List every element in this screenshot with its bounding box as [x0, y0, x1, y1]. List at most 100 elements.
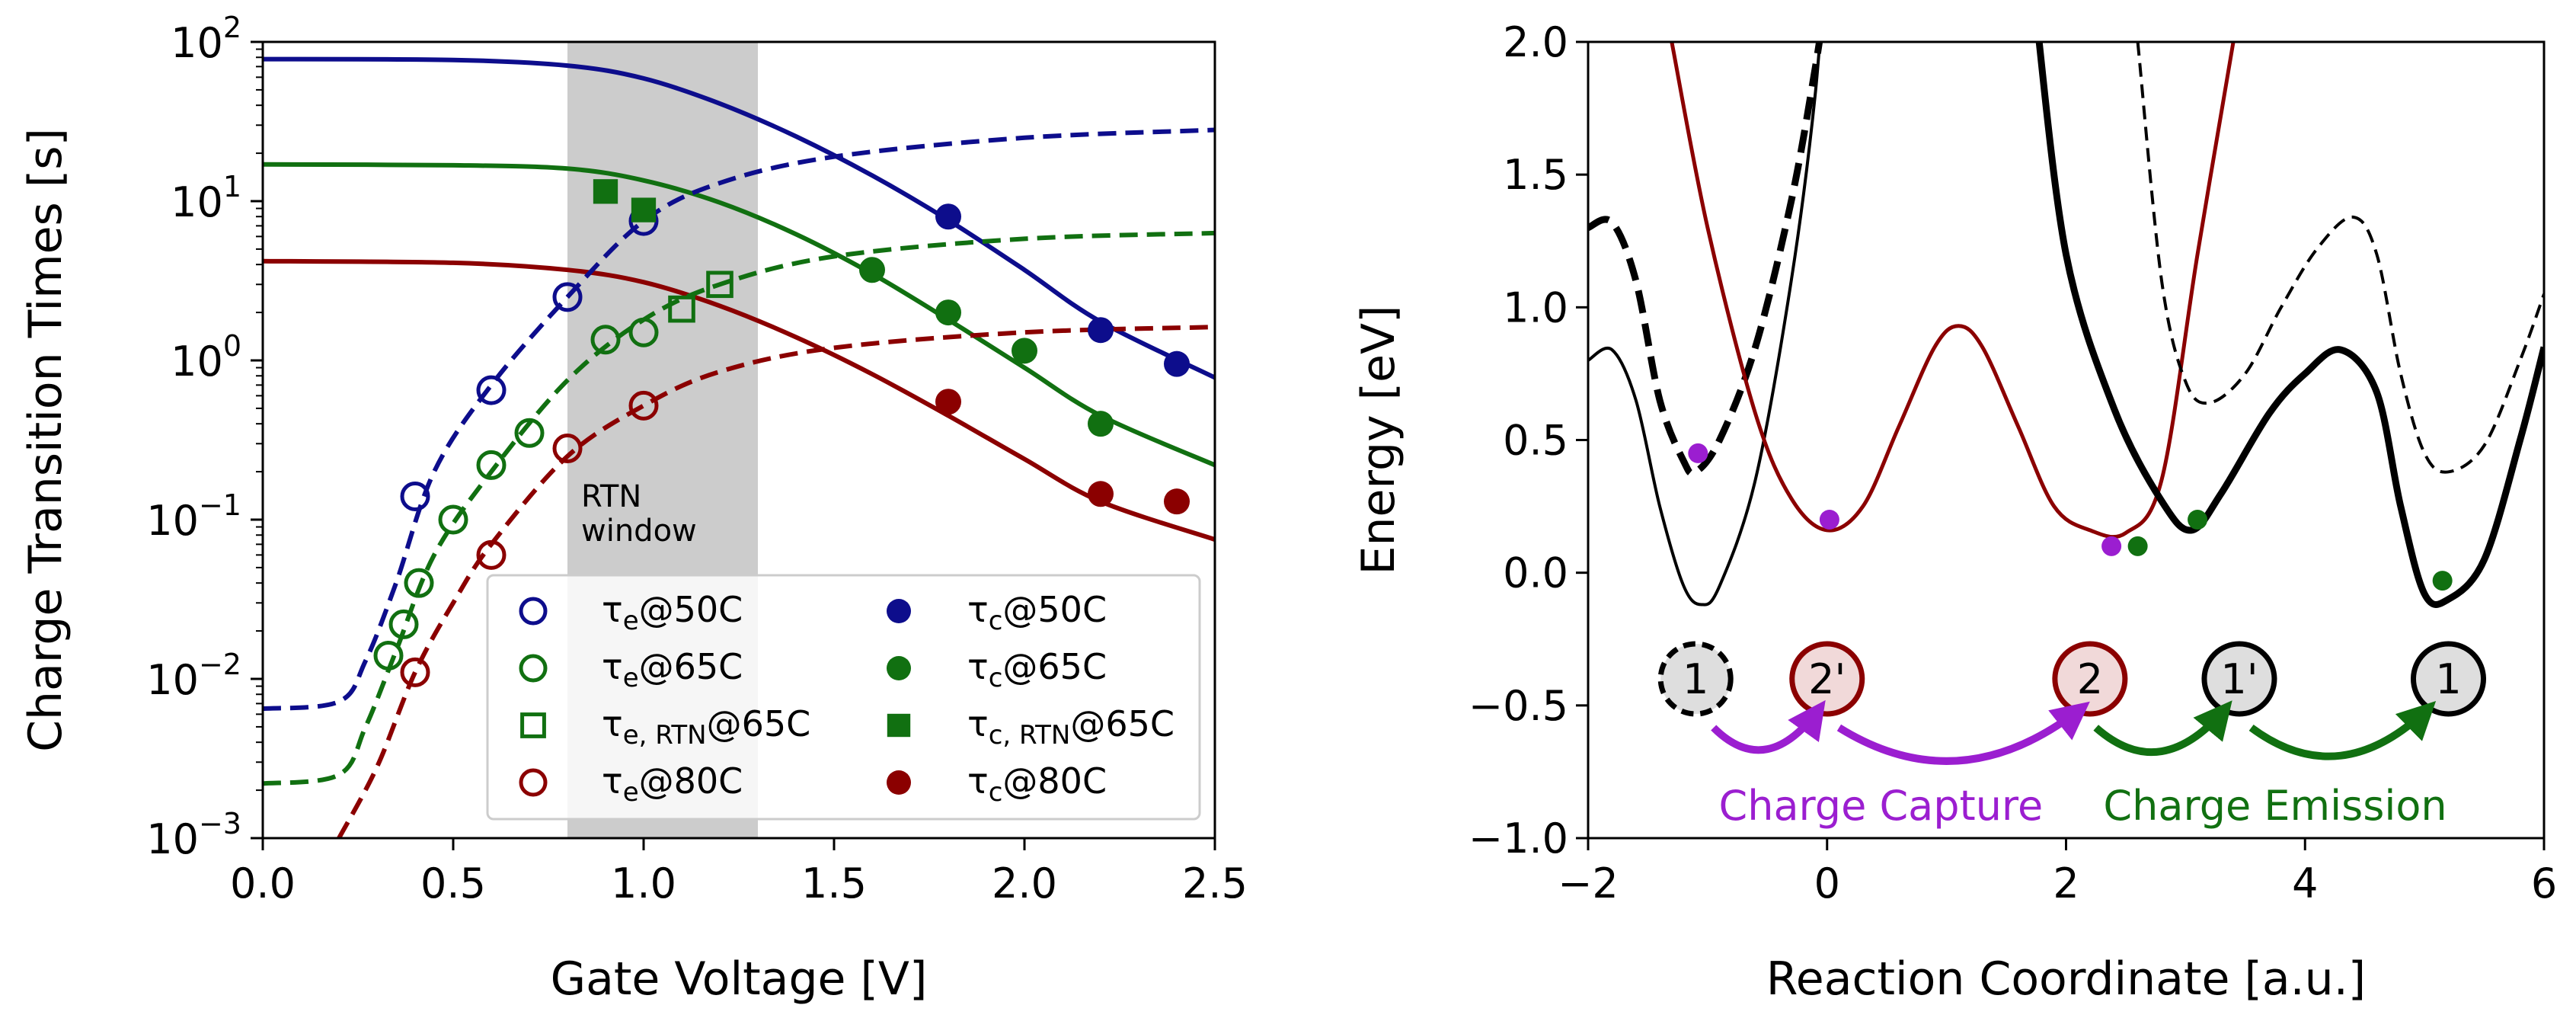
point-teRTN65 [668, 295, 695, 323]
legend-marker-te50 [519, 597, 548, 626]
legend-label-tcRTN65: τc, RTN@65C [967, 703, 1175, 751]
legend-marker-te65 [519, 654, 548, 683]
x-tick-label: 0.5 [420, 859, 486, 907]
transition-arrows [1711, 699, 2437, 765]
state-badge-label: 1 [1683, 655, 1708, 703]
state1prime-thick-dashed [1588, 42, 1823, 477]
point-tc50 [935, 203, 961, 230]
transition-arrow [1711, 699, 1826, 754]
state-badge: 2' [1789, 641, 1865, 717]
point-te80 [552, 434, 583, 464]
fit-tc50 [263, 56, 1215, 380]
energy-curves [1588, 42, 2544, 608]
point-te80 [476, 539, 507, 570]
state-dot [1688, 443, 1708, 463]
point-te65 [404, 568, 434, 598]
fit-te65 [263, 230, 1215, 786]
state2prime-red [1670, 42, 2236, 539]
fit-curves [263, 56, 1215, 838]
state-badge-label: 1' [2220, 655, 2258, 703]
legend-label-tc65: τc@65C [967, 646, 1107, 693]
point-te65 [373, 640, 404, 671]
x-tick-label: 1.0 [611, 859, 676, 907]
y-tick-label: 100 [171, 329, 241, 386]
point-te50 [552, 282, 583, 312]
x-axis-ticks: −2 0 2 4 6 [1558, 838, 2557, 907]
fit-tc65 [263, 162, 1215, 468]
x-tick-label: 2.5 [1182, 859, 1248, 907]
rtn-window-label-line1: RTN [581, 479, 641, 514]
point-tcRTN65 [593, 179, 618, 204]
transition-arrow [1836, 701, 2090, 765]
point-te65 [628, 317, 659, 347]
point-te65 [476, 450, 507, 480]
y-tick-label: 101 [171, 170, 241, 226]
state-dot [2432, 571, 2453, 591]
y-axis-label: Charge Transition Times [s] [19, 128, 72, 752]
charge-capture-label: Charge Capture [1719, 782, 2044, 830]
state-badge: 2 [2052, 641, 2128, 717]
legend-marker-teRTN65 [520, 712, 546, 738]
state1-thin-solid [1588, 42, 1822, 607]
y-axis-ticks: 2.0 1.5 1.0 0.5 0.0 −0.5 −1.0 [1469, 18, 1588, 863]
right-chart: 1 2' 2 1' 1 Charge Capture Charge Emission −… [1352, 18, 2557, 1006]
y-axis-label: Energy [eV] [1352, 306, 1405, 575]
point-te65 [590, 325, 621, 355]
state-dot [2127, 536, 2148, 556]
state-badges: 1 2' 2 1' 1 [1657, 641, 2486, 717]
x-tick-label: 1.5 [801, 859, 867, 907]
point-tc65 [935, 299, 961, 326]
legend-marker-te80 [519, 768, 548, 797]
x-axis-ticks: 0.0 0.5 1.0 1.5 2.0 2.5 [230, 838, 1248, 907]
y-tick-label: 0.5 [1503, 417, 1568, 465]
state-badge: 1 [2411, 641, 2486, 717]
x-tick-label: 2.0 [992, 859, 1057, 907]
x-tick-label: 6 [2531, 859, 2557, 907]
legend-marker-tc80 [887, 770, 911, 795]
point-tc80 [1088, 481, 1114, 507]
fit-tc80 [263, 258, 1215, 542]
fit-te80 [337, 325, 1215, 838]
y-tick-label: −1.0 [1469, 815, 1568, 863]
point-tc65 [1012, 338, 1037, 364]
y-tick-label: 10−3 [146, 807, 241, 863]
point-te80 [628, 390, 659, 421]
point-te80 [400, 657, 430, 687]
plot-frame [261, 40, 1216, 840]
legend: τe@50C τe@65C τe, RTN@65C τe@80C τc@50C τc@65… [486, 574, 1201, 821]
state-dot [1819, 510, 1839, 530]
state-badge-label: 1 [2435, 655, 2461, 703]
point-tc65 [859, 257, 885, 283]
point-te50 [476, 375, 507, 405]
point-tcRTN65 [631, 197, 657, 222]
y-tick-label: −0.5 [1469, 682, 1568, 730]
x-tick-label: −2 [1558, 859, 1619, 907]
point-tc50 [1164, 350, 1190, 377]
point-teRTN65 [706, 270, 733, 299]
state-badge-circle [2411, 641, 2486, 717]
state-dot [2188, 510, 2208, 530]
legend-label-teRTN65: τe, RTN@65C [602, 703, 810, 751]
x-tick-label: 0.0 [230, 859, 296, 907]
y-tick-label: 1.0 [1503, 283, 1568, 331]
y-tick-label: 10−1 [146, 488, 241, 545]
x-tick-label: 2 [2053, 859, 2079, 907]
point-te50 [400, 481, 430, 511]
state-badge: 1 [1657, 641, 1734, 717]
state-points [1688, 443, 2453, 591]
legend-label-te50: τe@50C [602, 589, 743, 636]
legend-label-te80: τe@80C [602, 760, 743, 808]
x-tick-label: 0 [1814, 859, 1840, 907]
y-tick-label: 10−2 [146, 648, 241, 704]
transition-arrow [2093, 700, 2232, 757]
state-badge-circle [2052, 641, 2128, 717]
transition-arrow [2248, 701, 2437, 760]
y-tick-label: 2.0 [1503, 18, 1568, 66]
left-chart: RTN window τe@50C τe@65C τe, RTN@65C τe@80C… [19, 11, 1248, 1006]
point-tc65 [1088, 411, 1114, 437]
state1-thick-solid [2035, 42, 2544, 608]
point-te65 [388, 609, 419, 639]
data-points [373, 179, 1190, 687]
x-axis-label: Gate Voltage [V] [551, 952, 928, 1006]
